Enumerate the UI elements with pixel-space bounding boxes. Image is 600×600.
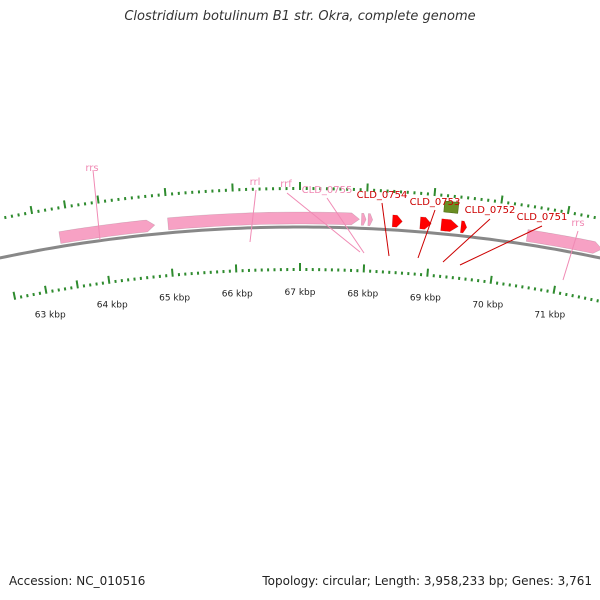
inner-tick <box>596 299 599 303</box>
feature-label: CLD_0753 <box>410 197 461 208</box>
gene-feature-arrow <box>440 218 459 232</box>
misc-feature-box <box>443 200 460 214</box>
ruler-label: 68 kbp <box>347 289 378 299</box>
inner-tick <box>57 288 60 292</box>
ruler-label: 67 kbp <box>285 288 316 298</box>
rna-feature-arrow <box>360 213 367 226</box>
outer-tick <box>37 209 40 213</box>
ruler-label: 70 kbp <box>472 301 503 311</box>
outer-tick <box>29 205 34 215</box>
rna-feature-arrow <box>367 213 374 227</box>
inner-tick <box>75 280 79 289</box>
outer-tick <box>566 205 571 215</box>
map-title: Clostridium botulinum B1 str. Okra, comp… <box>124 9 476 24</box>
inner-tick <box>546 289 549 293</box>
gene-feature-arrow <box>459 220 468 234</box>
outer-tick <box>43 208 47 212</box>
gene-feature-arrow <box>391 214 403 228</box>
inner-tick <box>32 292 35 297</box>
inner-tick <box>26 294 29 298</box>
inner-tick <box>558 291 562 295</box>
inner-tick <box>38 291 42 295</box>
outer-tick <box>560 209 563 213</box>
label-leader-line <box>459 225 543 266</box>
inner-tick <box>19 295 23 299</box>
inner-tick <box>571 294 574 298</box>
label-leader-line <box>442 218 491 263</box>
label-leader-line <box>562 230 579 281</box>
label-leader-line <box>286 192 361 253</box>
gene-feature-arrow <box>419 216 432 230</box>
ruler-label: 66 kbp <box>222 289 253 299</box>
outer-tick <box>23 212 27 216</box>
label-leader-line <box>381 202 390 257</box>
feature-label: rrf <box>280 179 292 190</box>
outer-tick <box>500 195 504 204</box>
feature-label: rrl <box>250 177 261 188</box>
ruler-labels: 63 kbp 64 kbp 65 kbp 66 kbp 67 kbp 68 kbp 69 k… <box>35 288 566 320</box>
inner-tick-ring <box>12 263 599 303</box>
inner-tick <box>583 296 587 300</box>
feature-label: CLD_0752 <box>465 205 516 216</box>
label-leader-line <box>92 169 101 241</box>
feature-label: CLD_0751 <box>517 212 568 223</box>
ruler-label: 63 kbp <box>35 310 66 320</box>
label-leader-line <box>417 209 436 259</box>
rna-feature-arrow <box>167 211 360 231</box>
feature-label: rrs <box>571 218 584 229</box>
label-leader-line <box>249 189 257 243</box>
rna-feature-arrow <box>58 219 156 244</box>
ruler-label: 69 kbp <box>410 294 441 304</box>
label-leader-line <box>326 197 365 254</box>
label-leaders <box>92 169 579 281</box>
inner-tick <box>12 291 17 300</box>
outer-tick <box>580 213 583 217</box>
rna-feature-arrow <box>525 229 600 254</box>
inner-tick <box>590 297 593 302</box>
outer-tick-ring <box>4 182 596 220</box>
inner-tick <box>552 285 556 294</box>
inner-tick <box>44 285 48 294</box>
outer-tick <box>163 187 167 197</box>
feature-label: rrs <box>85 163 98 174</box>
ruler-label: 64 kbp <box>97 301 128 311</box>
inner-tick <box>577 295 581 299</box>
feature-track <box>58 200 600 254</box>
outer-tick <box>17 213 20 217</box>
outer-tick <box>63 200 67 209</box>
outer-tick <box>553 208 557 212</box>
summary-text: Topology: circular; Length: 3,958,233 bp… <box>262 574 592 588</box>
outer-tick <box>10 214 14 218</box>
inner-tick <box>107 275 111 284</box>
feature-label: CLD_0755 <box>302 185 353 196</box>
feature-label: CLD_0754 <box>357 190 408 201</box>
inner-tick <box>565 292 568 297</box>
inner-tick <box>426 268 429 277</box>
accession-text: Accession: NC_010516 <box>9 574 146 588</box>
outer-tick <box>573 212 577 216</box>
ruler-label: 71 kbp <box>534 310 565 320</box>
outer-tick <box>433 187 437 197</box>
inner-tick <box>489 275 493 284</box>
inner-tick <box>171 268 174 277</box>
inner-tick <box>540 288 543 292</box>
backbone-line <box>0 225 600 260</box>
outer-tick <box>593 215 596 220</box>
ruler-label: 65 kbp <box>159 294 190 304</box>
outer-tick <box>586 214 590 218</box>
inner-tick <box>51 289 54 293</box>
backbone <box>0 225 600 260</box>
outer-tick <box>4 215 7 220</box>
outer-tick <box>96 195 100 204</box>
